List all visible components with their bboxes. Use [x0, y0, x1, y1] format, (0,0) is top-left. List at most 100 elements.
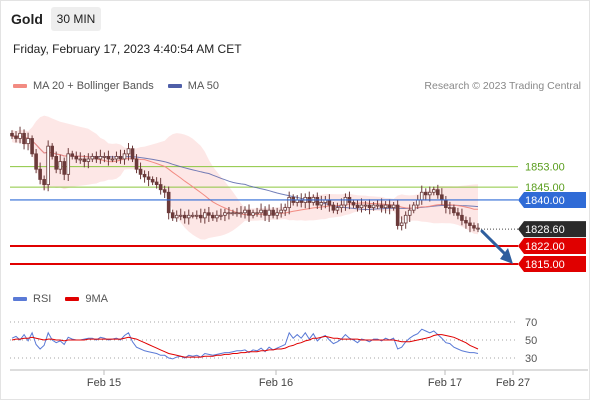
candle-body: [351, 202, 356, 206]
forecast-arrow-head: [500, 247, 513, 264]
candle-body: [363, 204, 368, 207]
x-tick-label: Feb 27: [496, 377, 530, 389]
candle-body: [78, 158, 83, 161]
candle-body: [182, 214, 187, 219]
candle-body: [154, 181, 159, 185]
candle-body: [235, 212, 239, 215]
candle-body: [319, 202, 324, 206]
instrument-title: Gold: [11, 11, 43, 27]
candle-body: [339, 204, 344, 209]
candle-body: [10, 132, 14, 137]
level-label-1815.00: 1815.00: [525, 259, 565, 271]
candle-body: [142, 173, 147, 178]
candle-body: [74, 156, 79, 160]
candle-body: [199, 214, 203, 219]
candle-body: [86, 158, 91, 162]
candle-body: [239, 212, 243, 215]
candle-body: [66, 153, 71, 175]
rsi-ma9-line: [11, 334, 479, 358]
candle-body: [158, 184, 163, 191]
candle-body: [38, 168, 42, 180]
candle-body: [190, 214, 195, 217]
ma9-legend-label: 9MA: [85, 293, 108, 305]
candle-body: [436, 189, 440, 196]
candle-body: [419, 191, 424, 201]
candle-body: [371, 204, 376, 209]
ma50-legend-label: MA 50: [187, 80, 219, 92]
candle-body: [267, 209, 271, 216]
candle-body: [14, 135, 18, 139]
candle-body: [403, 214, 408, 224]
level-tag-1822.00: [518, 238, 586, 255]
candle-body: [110, 158, 115, 161]
candle-body: [415, 199, 420, 206]
candle-body: [146, 176, 151, 180]
rsi-tick-30: 30: [525, 353, 537, 365]
x-tick-label: Feb 17: [428, 377, 462, 389]
rsi-tick-70: 70: [525, 317, 537, 329]
candle-body: [122, 153, 127, 160]
candle-body: [62, 161, 67, 175]
ma9-swatch: [65, 297, 80, 301]
candle-body: [178, 214, 183, 217]
candle-body: [355, 204, 360, 209]
candle-body: [279, 209, 283, 214]
candle-body: [259, 209, 263, 214]
candle-body: [263, 209, 267, 216]
level-tag-1840.00: [518, 191, 586, 208]
candle-body: [331, 204, 336, 211]
candle-body: [343, 196, 348, 206]
candle-body: [70, 153, 75, 157]
candle-body: [395, 204, 400, 226]
candle-body: [359, 204, 364, 209]
candle-body: [90, 156, 95, 160]
rsi-swatch: [13, 297, 27, 301]
candle-body: [472, 225, 476, 229]
datetime-label: Friday, February 17, 2023 4:40:54 AM CET: [13, 42, 242, 56]
level-label-1853.00: 1853.00: [525, 162, 565, 174]
last-price-tag: [518, 221, 586, 238]
level-label-1822.00: 1822.00: [525, 241, 565, 253]
level-label-1840.00: 1840.00: [525, 195, 565, 207]
candle-body: [387, 204, 392, 209]
price-legend: MA 20 + Bollinger Bands MA 50: [13, 80, 219, 92]
copyright-label: Research © 2023 Trading Central: [424, 80, 581, 92]
ma20-swatch: [13, 84, 27, 88]
candle-body: [34, 153, 38, 170]
candle-body: [211, 214, 215, 219]
candle-body: [335, 207, 340, 211]
ma20-legend-label: MA 20 + Bollinger Bands: [33, 80, 154, 92]
candle-body: [58, 161, 63, 170]
candle-body: [42, 179, 46, 185]
rsi-legend: RSI 9MA: [13, 293, 108, 305]
candle-body: [54, 156, 58, 170]
candle-body: [118, 156, 123, 160]
candle-body: [440, 194, 444, 201]
candle-body: [138, 168, 143, 175]
candle-body: [30, 138, 34, 155]
candle-body: [399, 222, 404, 226]
candle-body: [46, 145, 50, 185]
candle-body: [367, 204, 372, 209]
candle-body: [166, 191, 171, 214]
last-price-label: 1828.60: [525, 224, 565, 236]
x-tick-label: Feb 15: [87, 377, 121, 389]
candle-body: [391, 204, 396, 209]
candle-body: [150, 179, 155, 183]
candle-body: [223, 212, 227, 216]
candle-body: [50, 145, 54, 157]
candle-body: [456, 212, 460, 216]
candle-body: [98, 156, 103, 160]
candle-body: [460, 214, 464, 221]
candle-body: [227, 212, 231, 215]
candle-body: [411, 204, 416, 211]
timeframe-button[interactable]: 30 MIN: [51, 7, 101, 31]
candle-body: [82, 158, 87, 162]
candle-body: [130, 148, 135, 160]
candle-body: [427, 191, 432, 196]
candle-body: [383, 204, 388, 209]
candle-body: [194, 214, 199, 217]
candle-body: [207, 212, 211, 216]
candle-body: [106, 156, 111, 160]
level-tag-1815.00: [518, 255, 586, 272]
